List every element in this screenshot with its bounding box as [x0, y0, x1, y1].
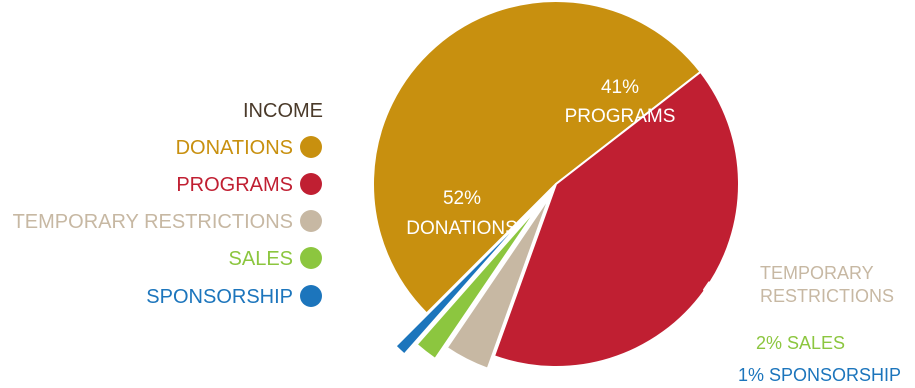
legend-swatch-sponsorship — [300, 285, 322, 307]
pie-slice-temporary-restrictions — [445, 195, 551, 370]
programs-name-label: PROGRAMS — [565, 106, 676, 127]
legend-label-programs: PROGRAMS — [176, 174, 293, 196]
slice-labels: 52% DONATIONS 41% PROGRAMS 4% TEMPORARY … — [406, 77, 901, 385]
legend-label-donations: DONATIONS — [176, 137, 293, 159]
temporary-name-label-line1: TEMPORARY — [760, 263, 874, 283]
legend-swatch-temporary-restrictions — [300, 210, 322, 232]
sales-label: 2% SALES — [756, 333, 845, 353]
donations-pct-label: 52% — [443, 188, 481, 209]
temporary-pct-label: 4% — [703, 278, 728, 297]
pie-slice-programs — [492, 70, 740, 368]
pie-slice-sales — [415, 203, 541, 361]
sponsorship-label: 1% SPONSORSHIP — [738, 365, 901, 385]
legend-swatch-programs — [300, 173, 322, 195]
programs-pct-label: 41% — [601, 77, 639, 98]
legend-label-temporary-restrictions: TEMPORARY RESTRICTIONS — [13, 211, 293, 233]
pie-slice-donations — [372, 0, 703, 315]
legend-label-sponsorship: SPONSORSHIP — [146, 286, 293, 308]
legend: INCOME DONATIONS PROGRAMS TEMPORARY REST… — [13, 100, 323, 308]
legend-swatch-sales — [300, 247, 322, 269]
legend-title: INCOME — [243, 100, 323, 122]
pie-slice-sponsorship — [394, 209, 533, 356]
donations-name-label: DONATIONS — [406, 218, 518, 239]
legend-label-sales: SALES — [229, 248, 293, 270]
temporary-name-label-line2: RESTRICTIONS — [760, 286, 894, 306]
legend-swatch-donations — [300, 136, 322, 158]
pie-slices — [372, 0, 740, 370]
